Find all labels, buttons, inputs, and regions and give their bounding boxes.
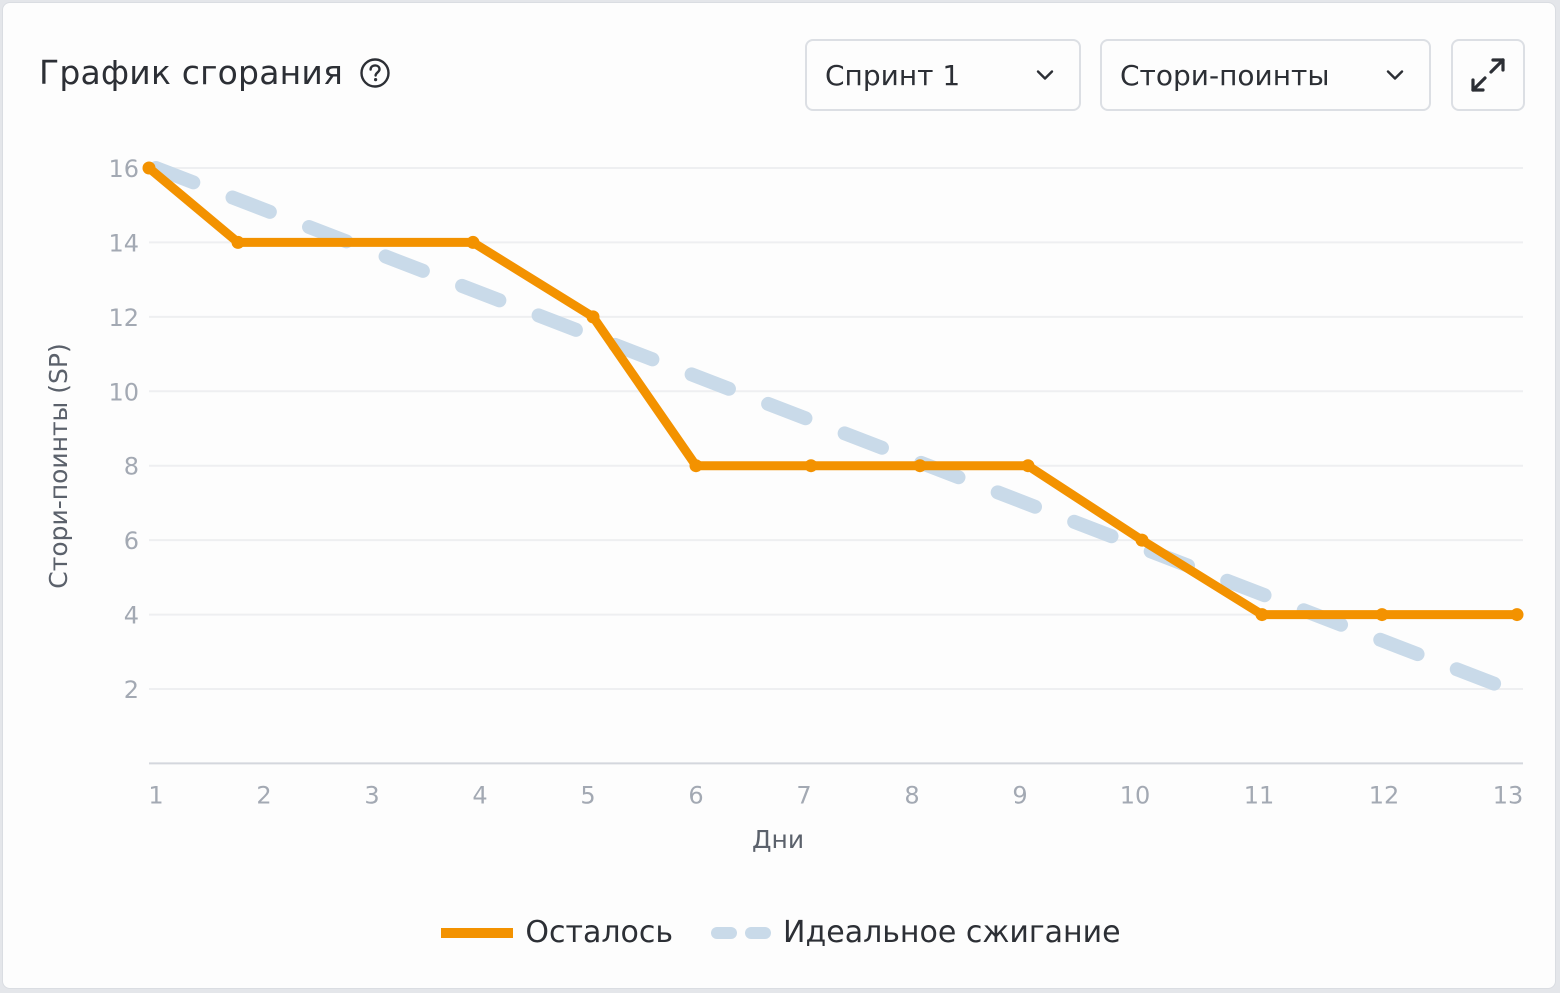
- y-tick-label: 10: [108, 378, 139, 406]
- expand-arrows-icon: [1471, 58, 1505, 92]
- y-tick-label: 2: [124, 676, 139, 704]
- chevron-down-icon: [1386, 70, 1404, 80]
- x-tick-label: 11: [1244, 781, 1275, 809]
- data-point: [231, 235, 245, 249]
- legend-label-ideal: Идеальное сжигание: [783, 915, 1121, 950]
- y-tick-label: 6: [124, 527, 139, 555]
- data-point: [1510, 608, 1524, 622]
- question-circle-icon[interactable]: [359, 57, 391, 89]
- data-point: [586, 310, 600, 324]
- x-tick-label: 4: [472, 781, 487, 809]
- x-tick-label: 12: [1369, 781, 1400, 809]
- title-group: График сгорания: [39, 53, 391, 92]
- y-tick-label: 14: [108, 229, 139, 257]
- x-axis-title: Дни: [752, 825, 804, 854]
- data-point: [804, 459, 818, 473]
- sprint-select[interactable]: Спринт 1: [805, 39, 1081, 111]
- x-tick-label: 3: [364, 781, 379, 809]
- metric-select-value: Стори-поинты: [1120, 58, 1330, 92]
- x-tick-label: 10: [1120, 781, 1151, 809]
- x-tick-label: 1: [148, 781, 163, 809]
- chart-title: График сгорания: [39, 53, 344, 92]
- remaining-line: [144, 163, 1522, 620]
- x-tick-label: 2: [256, 781, 271, 809]
- x-tick-label: 7: [796, 781, 811, 809]
- x-tick-label: 9: [1012, 781, 1027, 809]
- x-tick-label: 8: [904, 781, 919, 809]
- chart-legend: Осталось Идеальное сжигание: [3, 915, 1559, 950]
- data-point: [1021, 459, 1035, 473]
- legend-label-remaining: Осталось: [525, 915, 674, 950]
- expand-button[interactable]: [1451, 39, 1525, 111]
- chevron-down-icon: [1036, 70, 1054, 80]
- x-tick-label: 5: [580, 781, 595, 809]
- data-point: [913, 459, 927, 473]
- legend-swatch-dashed: [711, 926, 772, 939]
- ideal-burn-line: [149, 161, 1515, 696]
- y-tick-label: 8: [124, 453, 139, 481]
- y-tick-label: 4: [124, 602, 139, 630]
- legend-item-ideal[interactable]: Идеальное сжигание: [711, 915, 1121, 950]
- legend-swatch-solid: [441, 927, 514, 938]
- data-point: [1255, 608, 1269, 622]
- legend-item-remaining[interactable]: Осталось: [441, 915, 673, 950]
- x-tick-label: 13: [1493, 781, 1524, 809]
- metric-select[interactable]: Стори-поинты: [1100, 39, 1431, 111]
- data-point: [1375, 608, 1389, 622]
- data-point: [466, 235, 480, 249]
- data-point: [1135, 533, 1149, 547]
- x-tick-label: 6: [688, 781, 703, 809]
- sprint-select-value: Спринт 1: [825, 58, 961, 92]
- y-tick-label: 12: [108, 304, 139, 332]
- data-point: [689, 459, 703, 473]
- y-axis-title: Стори-поинты (SP): [44, 343, 73, 588]
- y-tick-label: 16: [108, 155, 139, 183]
- data-point: [142, 161, 156, 175]
